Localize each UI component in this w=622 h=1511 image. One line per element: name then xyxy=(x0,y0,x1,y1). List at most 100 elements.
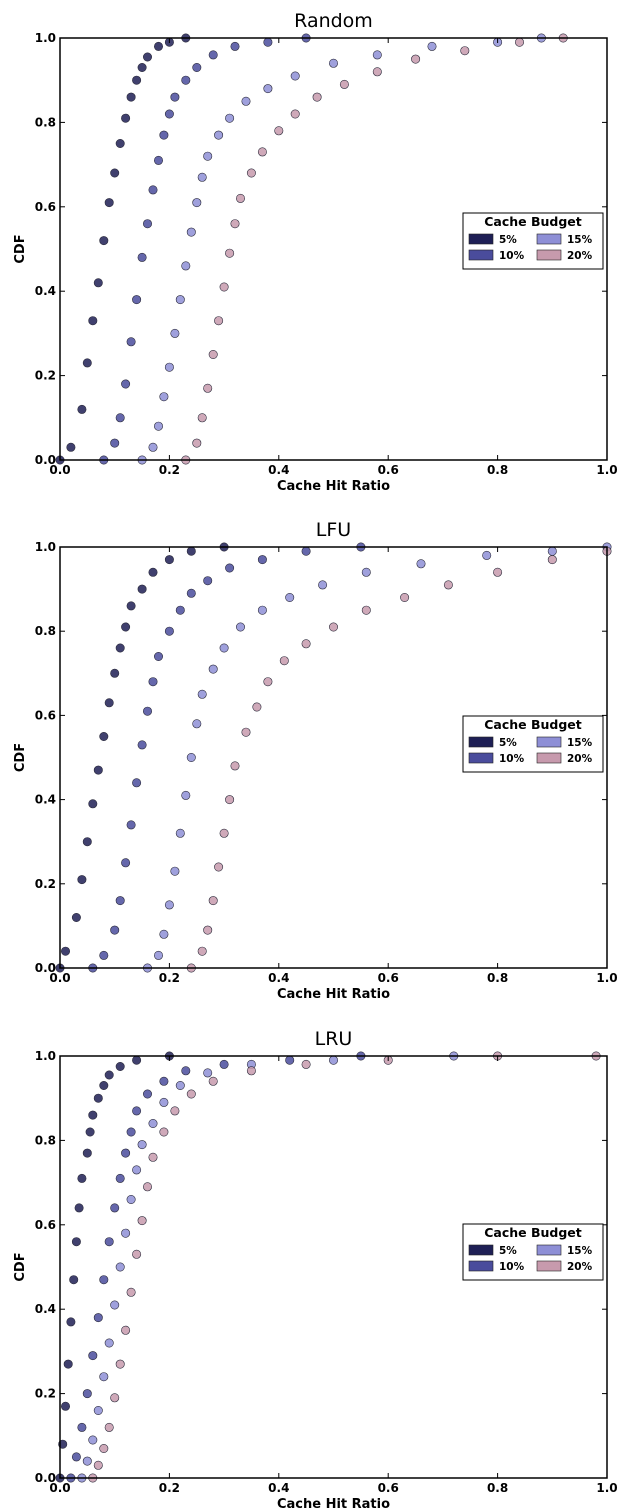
legend-swatch xyxy=(537,1261,561,1271)
data-point xyxy=(149,1119,157,1127)
data-point xyxy=(64,1360,72,1368)
x-tick-label: 0.4 xyxy=(268,971,289,985)
data-point xyxy=(198,690,206,698)
data-point xyxy=(329,1056,337,1064)
data-point xyxy=(214,317,222,325)
data-point xyxy=(302,1060,310,1068)
data-point xyxy=(253,703,261,711)
data-point xyxy=(291,72,299,80)
y-tick-label: 1.0 xyxy=(35,1049,56,1063)
data-point xyxy=(67,443,75,451)
data-point xyxy=(94,279,102,287)
x-tick-label: 1.0 xyxy=(596,971,617,985)
data-point xyxy=(83,1457,91,1465)
data-point xyxy=(444,581,452,589)
legend-swatch xyxy=(537,753,561,763)
data-point xyxy=(116,414,124,422)
y-tick-label: 0.2 xyxy=(35,1387,56,1401)
data-point xyxy=(160,1098,168,1106)
data-point xyxy=(461,47,469,55)
legend: Cache Budget 5% 10% 15% 20% xyxy=(463,1224,603,1280)
data-point xyxy=(127,1128,135,1136)
chart-title: Random xyxy=(294,10,373,32)
data-point xyxy=(209,1077,217,1085)
legend-entry: 5% xyxy=(469,234,517,246)
data-point xyxy=(193,720,201,728)
data-point xyxy=(116,1174,124,1182)
data-point xyxy=(275,127,283,135)
data-point xyxy=(138,585,146,593)
data-point xyxy=(89,1436,97,1444)
data-point xyxy=(75,1204,83,1212)
data-point xyxy=(302,547,310,555)
x-tick-label: 1.0 xyxy=(596,1481,617,1495)
data-point xyxy=(209,350,217,358)
data-point xyxy=(193,439,201,447)
x-tick-label: 0.8 xyxy=(487,971,508,985)
data-point xyxy=(214,131,222,139)
data-point xyxy=(225,114,233,122)
data-point xyxy=(220,1060,228,1068)
y-tick-label: 0.4 xyxy=(35,284,56,298)
data-point xyxy=(493,568,501,576)
y-tick-label: 0.6 xyxy=(35,200,56,214)
data-point xyxy=(149,186,157,194)
data-point xyxy=(121,859,129,867)
data-point xyxy=(417,560,425,568)
data-point xyxy=(209,896,217,904)
x-axis-label: Cache Hit Ratio xyxy=(277,1497,390,1511)
data-point xyxy=(72,913,80,921)
legend-swatch xyxy=(537,250,561,260)
data-point xyxy=(198,414,206,422)
data-point xyxy=(204,577,212,585)
data-point xyxy=(143,1183,151,1191)
data-point xyxy=(264,38,272,46)
data-point xyxy=(78,405,86,413)
data-point xyxy=(187,1090,195,1098)
legend-swatch xyxy=(537,1245,561,1255)
data-point xyxy=(411,55,419,63)
data-point xyxy=(242,728,250,736)
data-point xyxy=(105,1423,113,1431)
data-point xyxy=(329,623,337,631)
data-point xyxy=(318,581,326,589)
data-point xyxy=(400,593,408,601)
data-point xyxy=(373,51,381,59)
y-tick-label: 0.8 xyxy=(35,115,56,129)
legend-label: 15% xyxy=(567,1245,593,1257)
y-tick-label: 0.0 xyxy=(35,1471,56,1485)
x-tick-label: 0.6 xyxy=(378,971,399,985)
data-point xyxy=(176,606,184,614)
data-point xyxy=(264,84,272,92)
data-point xyxy=(94,1313,102,1321)
legend-title: Cache Budget xyxy=(484,1225,582,1240)
data-point xyxy=(70,1276,78,1284)
data-point xyxy=(247,169,255,177)
data-point xyxy=(182,76,190,84)
data-point xyxy=(111,439,119,447)
data-point xyxy=(116,1062,124,1070)
data-point xyxy=(83,1149,91,1157)
x-tick-label: 0.8 xyxy=(487,463,508,477)
legend-label: 10% xyxy=(499,1261,525,1273)
data-point xyxy=(182,262,190,270)
data-point xyxy=(111,1301,119,1309)
legend-label: 20% xyxy=(567,1261,593,1273)
data-point xyxy=(100,1276,108,1284)
data-point xyxy=(258,148,266,156)
data-point xyxy=(127,1195,135,1203)
data-point xyxy=(198,173,206,181)
data-point xyxy=(94,1094,102,1102)
x-tick-label: 0.4 xyxy=(268,1481,289,1495)
legend-swatch xyxy=(469,753,493,763)
data-point xyxy=(132,1166,140,1174)
data-point xyxy=(83,838,91,846)
data-point xyxy=(111,669,119,677)
data-point xyxy=(67,1318,75,1326)
data-point xyxy=(220,644,228,652)
x-axis-label: Cache Hit Ratio xyxy=(277,479,390,494)
data-point xyxy=(83,1389,91,1397)
y-tick-label: 0.4 xyxy=(35,793,56,807)
data-point xyxy=(111,169,119,177)
x-tick-label: 0.4 xyxy=(268,463,289,477)
